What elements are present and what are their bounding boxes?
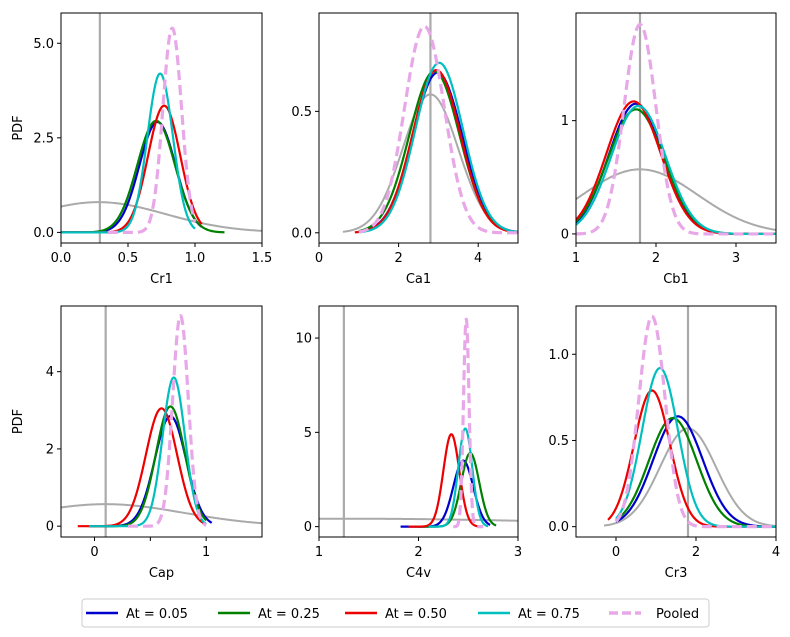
y-tick-label-cb1-1: 1 (561, 114, 569, 129)
y-tick-label-c4v-0: 0 (304, 520, 312, 535)
x-tick-label-ca1-0: 0 (315, 251, 323, 266)
x-axis-label-cb1: Cb1 (663, 272, 689, 287)
x-tick-label-ca1-2: 4 (474, 251, 482, 266)
panel-cr1: 0.0 0.5 1.0 1.5 0.0 2.5 5.0 Cr1 PDF (11, 12, 273, 287)
y-tick-label-cap-2: 4 (46, 365, 54, 380)
axes-frame-c4v (318, 305, 519, 538)
curve-cap-pooled (126, 314, 208, 528)
y-tick-label-cb1-0: 0 (561, 227, 569, 242)
x-tick-label-cr1-3: 1.5 (252, 251, 273, 266)
legend-entry-at-025: At = 0.25 (218, 607, 320, 622)
x-tick-label-cr1-0: 0.0 (51, 251, 72, 266)
x-axis-label-ca1: Ca1 (406, 272, 431, 287)
axes-frame-cb1 (575, 12, 777, 244)
axes-frame-cr1 (60, 12, 263, 244)
y-tick-label-cr1-2: 5.0 (33, 37, 54, 52)
y-axis-label-cap: PDF (11, 409, 26, 434)
legend-label-pooled: Pooled (656, 607, 699, 622)
legend-label-at-025: At = 0.25 (258, 607, 320, 622)
x-tick-label-cb1-1: 2 (652, 251, 660, 266)
x-tick-label-cr3-2: 4 (772, 545, 780, 560)
axes-frame-cap (60, 305, 263, 538)
x-tick-label-cr1-1: 0.5 (118, 251, 139, 266)
plot-area-cb1 (576, 13, 776, 243)
x-tick-label-cr3-1: 2 (692, 545, 700, 560)
curve-ca1-pooled (358, 24, 518, 235)
panel-ca1: 0 2 4 0.0 0.5 Ca1 (291, 12, 519, 287)
y-tick-label-cap-1: 2 (46, 442, 54, 457)
legend-frame (81, 598, 710, 628)
curve-cb1-pooled (576, 22, 776, 236)
plot-area-cap (61, 306, 262, 537)
curve-cr1-prior (61, 201, 262, 232)
x-tick-label-cb1-0: 1 (572, 251, 580, 266)
curve-cr3-pooled (614, 314, 776, 529)
curve-cr1-at-0-75 (61, 72, 196, 234)
x-tick-label-cap-2: 1 (202, 545, 210, 560)
y-tick-label-ca1-0: 0.0 (291, 226, 312, 241)
x-tick-label-c4v-0: 1 (315, 545, 323, 560)
curve-cap-prior (61, 503, 262, 525)
plot-area-cr1 (61, 13, 262, 243)
axes-frame-ca1 (318, 12, 519, 244)
panel-cr3: 0 2 4 0.0 0.5 1.0 Cr3 (548, 305, 780, 581)
curve-cb1-prior (576, 168, 776, 231)
y-tick-label-ca1-1: 0.5 (291, 105, 312, 120)
x-axis-label-cr1: Cr1 (150, 272, 173, 287)
plot-area-cr3 (603, 306, 776, 537)
x-axis-label-cr3: Cr3 (665, 566, 688, 581)
curve-cr3-at-0-25 (615, 416, 776, 528)
axes-frame-cr3 (575, 305, 777, 538)
panel-cap: 0 1 0 2 4 Cap PDF (11, 305, 263, 581)
curve-cr1-at-0-50 (61, 104, 203, 234)
y-tick-label-cap-0: 0 (46, 520, 54, 535)
x-tick-label-cb1-2: 3 (732, 251, 740, 266)
panel-c4v: 1 2 3 0 5 10 C4v (295, 305, 522, 581)
x-tick-label-cap-0: 0 (90, 545, 98, 560)
x-tick-label-c4v-2: 3 (514, 545, 522, 560)
y-tick-label-cr3-0: 0.0 (548, 520, 569, 535)
legend: At = 0.05 At = 0.25 At = 0.50 At = 0.75 … (81, 598, 710, 628)
plot-area-ca1 (342, 13, 518, 243)
x-tick-label-c4v-1: 2 (414, 545, 422, 560)
y-tick-label-c4v-1: 5 (304, 426, 312, 441)
curve-cap-at-0-75 (88, 376, 207, 528)
x-tick-label-ca1-1: 2 (394, 251, 402, 266)
legend-entry-pooled: Pooled (609, 607, 699, 622)
legend-entry-at-075: At = 0.75 (478, 607, 580, 622)
legend-entry-at-005: At = 0.05 (86, 607, 188, 622)
legend-label-at-005: At = 0.05 (126, 607, 188, 622)
curve-c4v-pooled (451, 317, 485, 529)
y-tick-label-cr1-0: 0.0 (33, 226, 54, 241)
y-axis-label-cr1: PDF (11, 115, 26, 140)
curve-c4v-at-0-75 (427, 427, 489, 528)
legend-label-at-075: At = 0.75 (518, 607, 580, 622)
curve-c4v-at-0-50 (407, 433, 479, 528)
y-tick-label-c4v-2: 10 (295, 332, 312, 347)
x-tick-label-cr1-2: 1.0 (185, 251, 206, 266)
panels: 0.0 0.5 1.0 1.5 0.0 2.5 5.0 Cr1 PDF 0 2 4 0.0 0.5 Ca1 1… (11, 12, 780, 581)
curve-ca1-at-0-50 (354, 68, 518, 234)
y-tick-label-cr1-1: 2.5 (33, 131, 54, 146)
x-tick-label-cr3-0: 0 (612, 545, 620, 560)
plot-area-c4v (319, 306, 518, 537)
legend-label-at-050: At = 0.50 (385, 607, 447, 622)
x-axis-label-c4v: C4v (406, 566, 431, 581)
y-tick-label-cr3-2: 1.0 (548, 348, 569, 363)
legend-entry-at-050: At = 0.50 (345, 607, 447, 622)
y-tick-label-cr3-1: 0.5 (548, 434, 569, 449)
curve-cr1-pooled (106, 26, 197, 235)
x-axis-label-cap: Cap (149, 566, 174, 581)
